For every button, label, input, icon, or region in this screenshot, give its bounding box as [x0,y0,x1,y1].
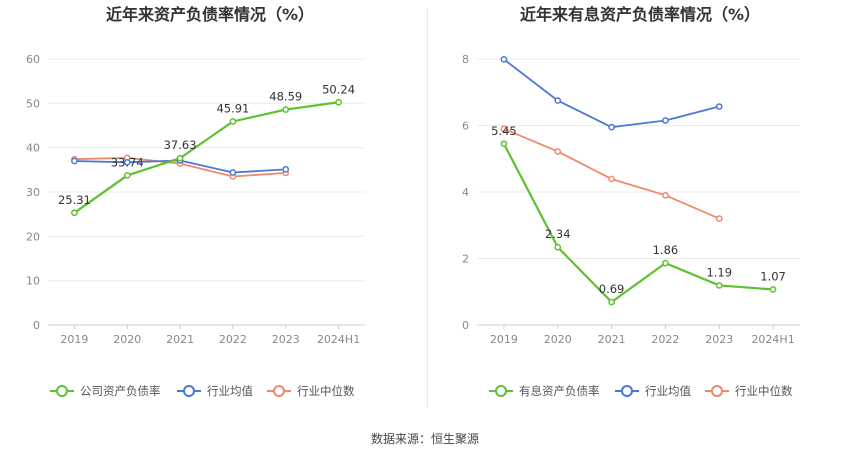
data-point [608,298,615,306]
data-point [123,172,131,179]
legend-swatch-marker [273,385,285,397]
x-tick-label: 2024H1 [751,333,794,346]
data-point [769,286,777,293]
data-label: 1.86 [653,243,679,257]
series-line-industry-mean [503,58,720,129]
data-point [229,118,237,125]
y-tick-label: 60 [26,53,40,66]
y-tick-label: 0 [462,319,469,332]
data-label: 37.63 [164,138,197,152]
legend-swatch-marker [183,385,195,397]
y-tick-label: 0 [33,319,40,332]
legend-label: 行业中位数 [735,384,793,398]
series-line-main [73,101,339,214]
data-label: 45.91 [216,101,249,115]
data-point [282,166,290,173]
data-point [176,154,184,162]
data-point [71,209,78,217]
data-label: 5.45 [491,124,517,138]
y-tick-label: 20 [26,230,40,243]
y-tick-label: 30 [26,186,40,199]
x-tick-label: 2022 [651,333,679,346]
data-label: 48.59 [269,90,302,104]
data-point [662,191,669,199]
data-point [500,140,508,148]
legend-swatch-marker [495,385,507,397]
data-point [715,215,723,222]
data-point [662,259,669,267]
y-tick-label: 6 [462,120,469,133]
data-label: 33.74 [111,155,144,169]
data-point [282,106,290,113]
data-point [123,158,131,166]
x-tick-label: 2020 [544,333,572,346]
legend-swatch-marker [711,385,723,397]
data-point [608,123,615,131]
data-point [335,98,342,106]
data-point [715,282,723,289]
series-line-main [502,143,774,304]
chart-title: 近年来有息资产负债率情况（%） [520,5,760,24]
x-tick-label: 2024H1 [317,333,360,346]
chart-divider [427,8,428,408]
y-tick-label: 2 [462,253,469,266]
data-point [500,55,508,63]
legend-label: 公司资产负债率 [80,384,161,398]
x-tick-label: 2019 [60,333,88,346]
data-label: 50.24 [322,82,355,96]
x-tick-label: 2021 [598,333,626,346]
data-point [554,97,562,104]
data-point [662,117,669,124]
legend-swatch-marker [621,385,633,397]
data-point [715,103,723,110]
legend-label: 行业中位数 [297,384,355,398]
legend-label: 行业均值 [645,384,691,398]
x-tick-label: 2019 [490,333,518,346]
y-tick-label: 4 [462,186,469,199]
left-chart: 近年来资产负债率情况（%） 0 10 20 30 40 50 60 2019 2020 2021 20… [26,5,365,398]
data-point [500,125,508,133]
data-point [554,243,562,251]
chart-title: 近年来资产负债率情况（%） [106,5,314,24]
data-point [608,175,615,183]
legend-label: 行业均值 [207,384,253,398]
y-tick-label: 10 [26,275,40,288]
legend-label: 有息资产负债率 [519,384,600,398]
y-tick-label: 8 [462,53,469,66]
x-tick-label: 2021 [166,333,194,346]
data-point [71,157,78,165]
data-source-note: 数据来源：恒生聚源 [370,432,479,446]
data-label: 1.19 [706,265,732,279]
data-label: 2.34 [545,227,571,241]
x-tick-label: 2023 [705,333,733,346]
x-tick-label: 2022 [219,333,247,346]
legend-swatch-marker [56,385,68,397]
y-tick-label: 50 [26,97,40,110]
data-label: 0.69 [599,282,625,296]
x-tick-label: 2023 [272,333,300,346]
y-tick-label: 40 [26,142,40,155]
data-point [554,148,562,155]
data-point [229,169,237,176]
x-tick-label: 2020 [113,333,141,346]
data-label: 25.31 [58,193,91,207]
data-label: 1.07 [760,269,786,283]
right-chart: 近年来有息资产负债率情况（%） 0 2 4 6 8 2019 2020 2021 2022 2023… [462,5,800,398]
